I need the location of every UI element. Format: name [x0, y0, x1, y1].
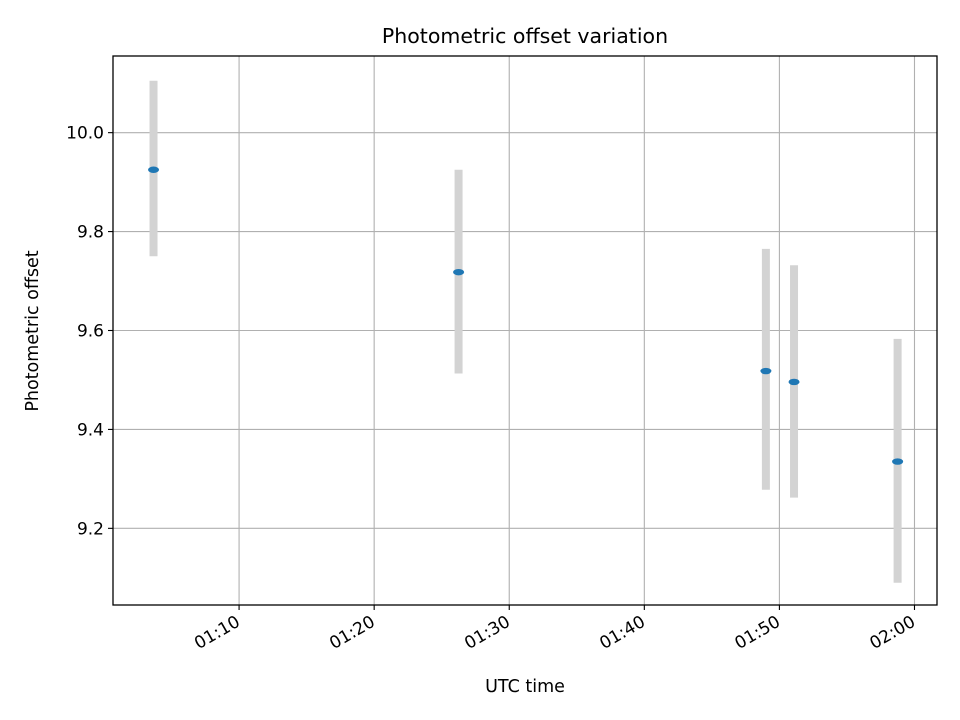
y-tick-label: 9.8 [77, 223, 104, 243]
y-tick-label: 10.0 [66, 124, 104, 144]
data-points [148, 166, 904, 465]
y-tick-label: 9.4 [77, 420, 104, 440]
y-axis-ticks: 9.2 9.4 9.6 9.8 10.0 [66, 124, 113, 539]
y-tick-label: 9.6 [77, 322, 104, 342]
data-point [453, 268, 465, 276]
y-tick-label: 9.2 [77, 519, 104, 539]
data-point [788, 378, 800, 386]
x-axis-label: UTC time [485, 677, 565, 697]
data-point [892, 458, 904, 465]
grid [113, 56, 937, 605]
data-point [760, 367, 772, 375]
data-point [148, 166, 160, 173]
chart-title: Photometric offset variation [382, 24, 668, 48]
y-axis-label: Photometric offset [23, 250, 43, 411]
